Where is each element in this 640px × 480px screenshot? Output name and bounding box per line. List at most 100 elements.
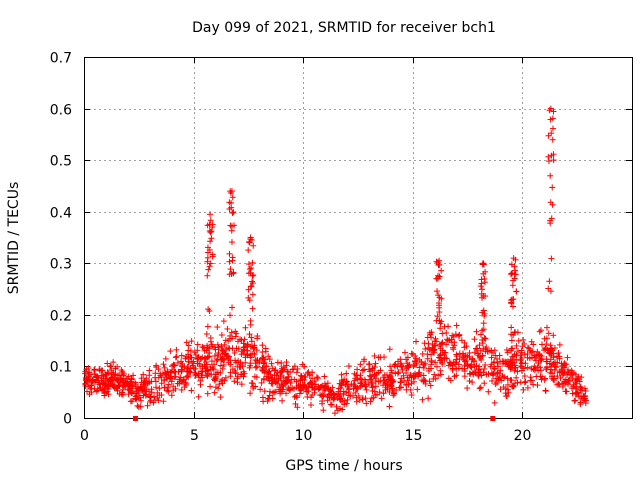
data-point	[409, 351, 416, 358]
data-point	[582, 387, 589, 394]
data-point	[245, 270, 252, 277]
data-point	[167, 375, 174, 382]
data-point	[220, 361, 227, 368]
data-point	[392, 361, 399, 368]
data-point	[471, 363, 478, 370]
data-point	[248, 380, 255, 387]
data-point	[176, 380, 183, 387]
data-point	[499, 360, 506, 367]
data-point	[90, 377, 97, 384]
data-point	[386, 346, 393, 353]
data-point	[221, 377, 228, 384]
data-point	[217, 362, 224, 369]
data-point	[428, 361, 435, 368]
data-point	[391, 390, 398, 397]
data-point	[481, 365, 488, 372]
data-point	[217, 369, 224, 376]
data-point	[343, 378, 350, 385]
data-point	[249, 259, 256, 266]
data-point	[173, 346, 180, 353]
data-point	[522, 360, 529, 367]
data-point	[570, 370, 577, 377]
data-point	[412, 373, 419, 380]
data-point	[476, 342, 483, 349]
data-point	[319, 400, 326, 407]
data-point	[302, 374, 309, 381]
data-point	[485, 388, 492, 395]
data-point	[437, 371, 444, 378]
data-point	[172, 385, 179, 392]
data-point	[425, 395, 432, 402]
data-point	[547, 199, 554, 206]
data-point	[509, 362, 516, 369]
data-point	[410, 378, 417, 385]
data-point	[222, 374, 229, 381]
data-point	[507, 366, 514, 373]
data-point	[504, 381, 511, 388]
data-point	[428, 329, 435, 336]
data-point	[106, 382, 113, 389]
data-point	[260, 375, 267, 382]
data-point	[246, 364, 253, 371]
data-point	[121, 382, 128, 389]
data-point	[268, 360, 275, 367]
data-point	[130, 372, 137, 379]
data-point	[135, 386, 142, 393]
data-point	[512, 328, 519, 335]
data-point	[542, 375, 549, 382]
data-point	[513, 288, 520, 295]
data-point	[313, 374, 320, 381]
data-point	[227, 266, 234, 273]
data-point	[293, 369, 300, 376]
data-point	[548, 255, 555, 262]
data-point	[404, 377, 411, 384]
data-point	[146, 372, 153, 379]
data-point	[127, 387, 134, 394]
data-point	[577, 383, 584, 390]
data-point	[178, 366, 185, 373]
data-point	[569, 375, 576, 382]
data-point	[560, 370, 567, 377]
data-point	[114, 387, 121, 394]
data-point	[479, 340, 486, 347]
data-point	[185, 364, 192, 371]
data-point	[242, 354, 249, 361]
data-point	[445, 323, 452, 330]
data-point	[508, 297, 515, 304]
data-point	[524, 364, 531, 371]
data-point	[383, 371, 390, 378]
data-point	[285, 374, 292, 381]
data-point	[112, 371, 119, 378]
data-point	[508, 377, 515, 384]
data-point	[246, 266, 253, 273]
data-point	[91, 366, 98, 373]
data-point	[354, 384, 361, 391]
data-point	[491, 365, 498, 372]
data-point	[367, 376, 374, 383]
data-point	[378, 395, 385, 402]
data-gap-markers	[133, 416, 496, 421]
data-point	[204, 249, 211, 256]
data-point	[215, 344, 222, 351]
data-point	[356, 375, 363, 382]
data-point	[102, 371, 109, 378]
data-point	[160, 361, 167, 368]
data-point	[207, 238, 214, 245]
data-point	[522, 378, 529, 385]
data-point	[447, 360, 454, 367]
data-point	[545, 285, 552, 292]
data-point	[377, 354, 384, 361]
data-point	[380, 374, 387, 381]
data-point	[234, 363, 241, 370]
data-point	[397, 356, 404, 363]
data-point	[537, 367, 544, 374]
data-point	[302, 383, 309, 390]
data-point	[437, 367, 444, 374]
data-point	[242, 359, 249, 366]
data-point	[228, 239, 235, 246]
data-point	[388, 369, 395, 376]
data-point	[232, 370, 239, 377]
data-point	[212, 384, 219, 391]
data-points	[81, 105, 589, 417]
